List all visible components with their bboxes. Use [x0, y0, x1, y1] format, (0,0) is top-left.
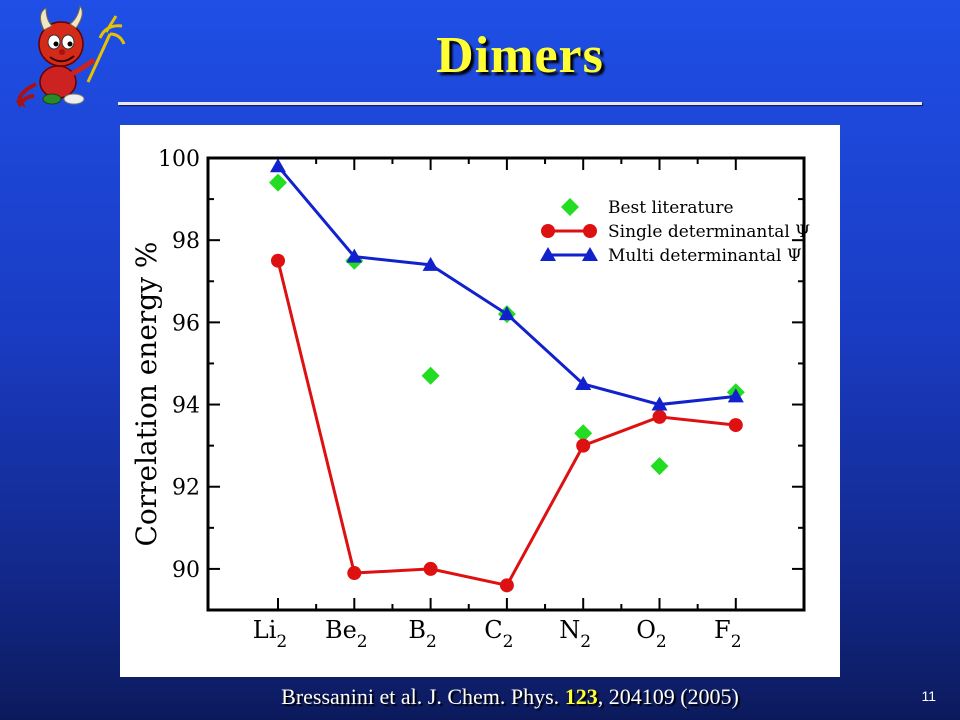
data-point [269, 173, 287, 192]
x-tick-label: O2 [636, 616, 667, 652]
x-tick-label: Li2 [253, 616, 287, 652]
data-point [347, 566, 362, 581]
legend-label: Multi determinantal Ψ [608, 246, 802, 266]
data-point [422, 256, 439, 271]
y-tick-label: 92 [172, 476, 200, 501]
data-point [652, 409, 667, 424]
chart-panel: 90 92 94 96 98 100 Li2 Be2 B2 C2 N2 O2 F2 Correlation… [120, 125, 840, 677]
data-point [540, 247, 556, 261]
legend-label: Best literature [608, 198, 734, 218]
data-point [421, 366, 440, 385]
data-point [651, 396, 668, 411]
data-point [499, 578, 514, 593]
data-point [575, 376, 592, 390]
x-tick-label: F2 [714, 616, 741, 652]
data-point [541, 224, 555, 238]
data-point [270, 158, 286, 173]
citation-volume: 123 [564, 684, 598, 709]
citation: Bressanini et al. J. Chem. Phys. 123, 20… [0, 684, 960, 710]
data-point [574, 424, 593, 443]
data-point [650, 457, 669, 476]
y-tick-label: 96 [172, 311, 200, 336]
data-point [582, 247, 598, 261]
correlation-energy-chart: 90 92 94 96 98 100 Li2 Be2 B2 C2 N2 O2 F2 Correlation… [130, 147, 810, 652]
data-point [576, 438, 591, 453]
data-point [346, 248, 363, 263]
y-tick-label: 90 [172, 558, 200, 583]
data-point [423, 561, 438, 576]
data-point [727, 388, 744, 403]
y-tick-label: 98 [172, 229, 200, 254]
x-tick-label: N2 [559, 616, 591, 652]
legend-label: Single determinantal Ψ [608, 222, 810, 242]
data-point [271, 253, 285, 268]
page-number: 11 [921, 688, 936, 704]
data-point [583, 224, 597, 238]
y-axis-label: Correlation energy % [130, 241, 163, 546]
x-tick-label: Be2 [325, 616, 368, 652]
x-tick-label: C2 [484, 616, 513, 652]
data-point [498, 306, 515, 321]
citation-pages: , 204109 (2005) [597, 684, 739, 709]
devil-mascot-icon [16, 4, 126, 109]
data-point [561, 198, 579, 216]
citation-authors: Bressanini et al. J. Chem. Phys. [281, 684, 560, 709]
slide-title: Dimers [436, 27, 604, 84]
title-divider [118, 102, 922, 105]
y-tick-label: 94 [172, 394, 200, 419]
data-point [728, 418, 743, 433]
y-tick-label: 100 [158, 147, 200, 172]
x-tick-label: B2 [408, 616, 436, 652]
